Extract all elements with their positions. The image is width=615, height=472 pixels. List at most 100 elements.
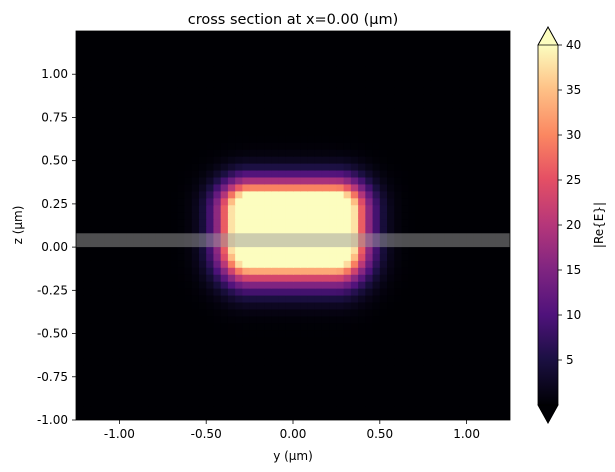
heatmap-cell — [76, 322, 84, 331]
heatmap-cell — [264, 308, 272, 317]
heatmap-cell — [437, 79, 446, 88]
heatmap-cell — [444, 176, 453, 185]
heatmap-cell — [97, 51, 106, 60]
heatmap-cell — [481, 322, 489, 331]
heatmap-cell — [213, 350, 222, 359]
heatmap-cell — [459, 371, 468, 379]
heatmap-cell — [452, 31, 460, 39]
heatmap-cell — [97, 399, 106, 407]
heatmap-cell — [293, 343, 301, 352]
heatmap-cell — [401, 156, 410, 164]
heatmap-cell — [502, 65, 510, 74]
heatmap-cell — [495, 176, 504, 185]
heatmap-cell — [415, 190, 424, 199]
heatmap-cell — [264, 37, 272, 46]
colorbar-tick-label: 10 — [566, 308, 581, 322]
heatmap-cell — [220, 336, 229, 345]
heatmap-cell — [155, 51, 164, 60]
heatmap-cell — [148, 392, 157, 400]
heatmap-cell — [293, 204, 301, 213]
heatmap-cell — [177, 350, 186, 359]
heatmap-cell — [466, 225, 475, 234]
heatmap-cell — [213, 121, 222, 129]
heatmap-cell — [350, 267, 359, 275]
heatmap-cell — [148, 413, 157, 420]
heatmap-cell — [473, 44, 482, 53]
heatmap-cell — [444, 190, 453, 199]
heatmap-cell — [191, 385, 200, 393]
heatmap-cell — [285, 135, 294, 143]
heatmap-cell — [300, 246, 309, 254]
heatmap-cell — [119, 107, 128, 115]
heatmap-cell — [170, 322, 178, 331]
heatmap-cell — [481, 343, 489, 352]
heatmap-cell — [473, 128, 482, 136]
heatmap-cell — [184, 308, 193, 317]
heatmap-cell — [365, 156, 374, 164]
heatmap-cell — [466, 336, 475, 345]
heatmap-cell — [184, 204, 193, 213]
heatmap-cell — [97, 315, 106, 324]
heatmap-cell — [379, 294, 388, 303]
heatmap-cell — [387, 301, 395, 310]
heatmap-cell — [162, 121, 171, 129]
heatmap-cell — [170, 156, 178, 164]
heatmap-cell — [502, 58, 510, 67]
heatmap-cell — [285, 301, 294, 310]
heatmap-cell — [488, 107, 497, 115]
heatmap-cell — [220, 371, 229, 379]
heatmap-cell — [148, 315, 157, 324]
heatmap-cell — [126, 225, 135, 234]
heatmap-cell — [97, 121, 106, 129]
heatmap-cell — [213, 86, 222, 95]
heatmap-cell — [119, 253, 128, 261]
heatmap-cell — [365, 65, 374, 74]
heatmap-cell — [162, 218, 171, 227]
heatmap-cell — [133, 308, 142, 317]
heatmap-cell — [394, 37, 403, 46]
heatmap-cell — [119, 31, 128, 39]
heatmap-cell — [365, 281, 374, 289]
heatmap-cell — [76, 79, 84, 88]
heatmap-cell — [466, 357, 475, 366]
heatmap-cell — [444, 385, 453, 393]
heatmap-cell — [293, 44, 301, 53]
heatmap-cell — [264, 197, 272, 206]
heatmap-cell — [184, 371, 193, 379]
heatmap-cell — [343, 107, 352, 115]
heatmap-cell — [358, 211, 366, 220]
heatmap-cell — [329, 72, 337, 81]
heatmap-cell — [329, 267, 337, 275]
heatmap-cell — [350, 288, 359, 296]
heatmap-cell — [285, 315, 294, 324]
heatmap-cell — [473, 329, 482, 338]
heatmap-cell — [488, 169, 497, 178]
heatmap-cell — [264, 406, 272, 414]
heatmap-cell — [350, 392, 359, 400]
heatmap-cell — [155, 37, 164, 46]
heatmap-cell — [220, 211, 229, 220]
heatmap-cell — [242, 406, 251, 414]
heatmap-cell — [170, 288, 178, 296]
heatmap-cell — [206, 58, 215, 67]
colorbar-tick-label: 40 — [566, 38, 581, 52]
heatmap-cell — [502, 190, 510, 199]
heatmap-cell — [170, 58, 178, 67]
heatmap-cell — [191, 218, 200, 227]
heatmap-cell — [502, 162, 510, 171]
heatmap-cell — [119, 343, 128, 352]
heatmap-cell — [271, 336, 280, 345]
heatmap-cell — [372, 378, 381, 386]
heatmap-cell — [379, 162, 388, 171]
heatmap-cell — [170, 371, 178, 379]
heatmap-cell — [459, 294, 468, 303]
heatmap-cell — [119, 190, 128, 199]
heatmap-cell — [126, 58, 135, 67]
heatmap-cell — [264, 149, 272, 157]
heatmap-cell — [321, 350, 330, 359]
heatmap-cell — [372, 44, 381, 53]
heatmap-cell — [300, 107, 309, 115]
heatmap-cell — [415, 176, 424, 185]
heatmap-cell — [452, 93, 460, 102]
heatmap-cell — [141, 190, 149, 199]
